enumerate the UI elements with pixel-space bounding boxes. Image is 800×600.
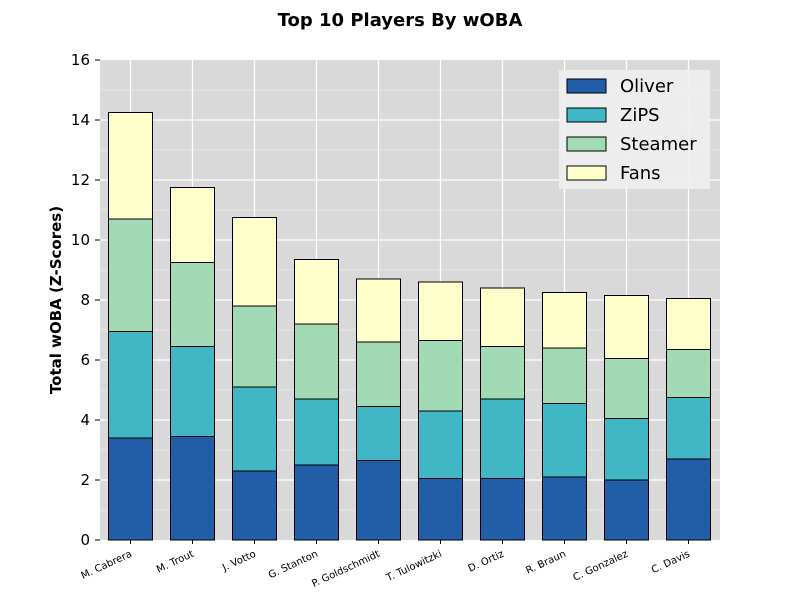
legend-label-fans: Fans <box>620 163 661 184</box>
legend-label-zips: ZiPS <box>620 105 660 126</box>
bar-zips-2 <box>170 346 215 437</box>
y-tick-label: 4 <box>80 411 90 429</box>
bar-steamer-6 <box>418 340 463 412</box>
bar-oliver-4 <box>294 464 339 541</box>
bar-fans-4 <box>294 259 339 325</box>
legend-swatch-oliver <box>566 78 607 94</box>
bar-oliver-7 <box>480 478 525 541</box>
bar-zips-5 <box>356 406 401 461</box>
bar-oliver-1 <box>108 437 153 541</box>
bar-oliver-8 <box>542 476 587 541</box>
bars <box>108 112 711 541</box>
bar-steamer-8 <box>542 347 587 404</box>
legend: Oliver ZiPS Steamer Fans <box>559 70 710 189</box>
legend-swatch-steamer <box>566 136 607 152</box>
bar-steamer-2 <box>170 262 215 347</box>
bar-zips-10 <box>666 397 711 460</box>
bar-oliver-5 <box>356 460 401 541</box>
bar-oliver-6 <box>418 478 463 541</box>
bar-zips-7 <box>480 398 525 479</box>
legend-swatch-zips <box>566 107 607 123</box>
bar-oliver-2 <box>170 436 215 541</box>
bar-zips-9 <box>604 418 649 481</box>
bar-fans-6 <box>418 281 463 341</box>
y-tick-label: 2 <box>80 471 90 489</box>
bar-fans-7 <box>480 287 525 347</box>
y-tick-label: 6 <box>80 351 90 369</box>
bar-oliver-10 <box>666 458 711 541</box>
x-tick-label: D. Ortiz <box>467 549 506 575</box>
x-tick-label: P. Goldschmidt <box>310 549 381 590</box>
y-tick-label: 14 <box>71 111 90 129</box>
x-tick-label: J. Votto <box>220 549 258 574</box>
bar-zips-6 <box>418 410 463 479</box>
x-tick-label: R. Braun <box>524 549 567 577</box>
bar-zips-1 <box>108 331 153 439</box>
bar-steamer-7 <box>480 346 525 400</box>
legend-label-oliver: Oliver <box>620 76 674 97</box>
x-tick-label: M. Cabrera <box>80 549 134 582</box>
y-tick-label: 12 <box>71 171 90 189</box>
y-tick-label: 0 <box>80 531 90 549</box>
y-axis-label: Total wOBA (Z-Scores) <box>47 206 65 394</box>
bar-fans-3 <box>232 217 277 307</box>
y-tick-label: 10 <box>71 231 90 249</box>
legend-label-steamer: Steamer <box>620 134 697 155</box>
bar-fans-10 <box>666 298 711 350</box>
bar-steamer-1 <box>108 218 153 332</box>
x-tick-label: M. Trout <box>155 549 196 576</box>
chart-title: Top 10 Players By wOBA <box>278 10 523 31</box>
legend-swatch-fans <box>566 165 607 181</box>
bar-zips-3 <box>232 386 277 472</box>
y-tick-label: 8 <box>80 291 90 309</box>
x-tick-label: C. Gonzalez <box>572 549 630 584</box>
bar-fans-9 <box>604 295 649 359</box>
bar-steamer-3 <box>232 305 277 388</box>
bar-fans-1 <box>108 112 153 220</box>
bar-steamer-4 <box>294 323 339 400</box>
y-axis: 0 2 4 6 8 10 12 14 16 <box>71 51 100 549</box>
x-tick-label: G. Stanton <box>267 549 320 581</box>
x-tick-label: T. Tulowitzki <box>384 549 444 585</box>
bar-oliver-3 <box>232 470 277 541</box>
bar-steamer-9 <box>604 358 649 419</box>
bar-steamer-10 <box>666 349 711 398</box>
bar-steamer-5 <box>356 341 401 407</box>
x-tick-label: C. Davis <box>650 549 692 576</box>
bar-fans-5 <box>356 278 401 343</box>
bar-zips-4 <box>294 398 339 466</box>
bar-fans-8 <box>542 292 587 349</box>
bar-oliver-9 <box>604 479 649 541</box>
bar-zips-8 <box>542 403 587 478</box>
bar-fans-2 <box>170 187 215 263</box>
y-tick-label: 16 <box>71 51 90 69</box>
